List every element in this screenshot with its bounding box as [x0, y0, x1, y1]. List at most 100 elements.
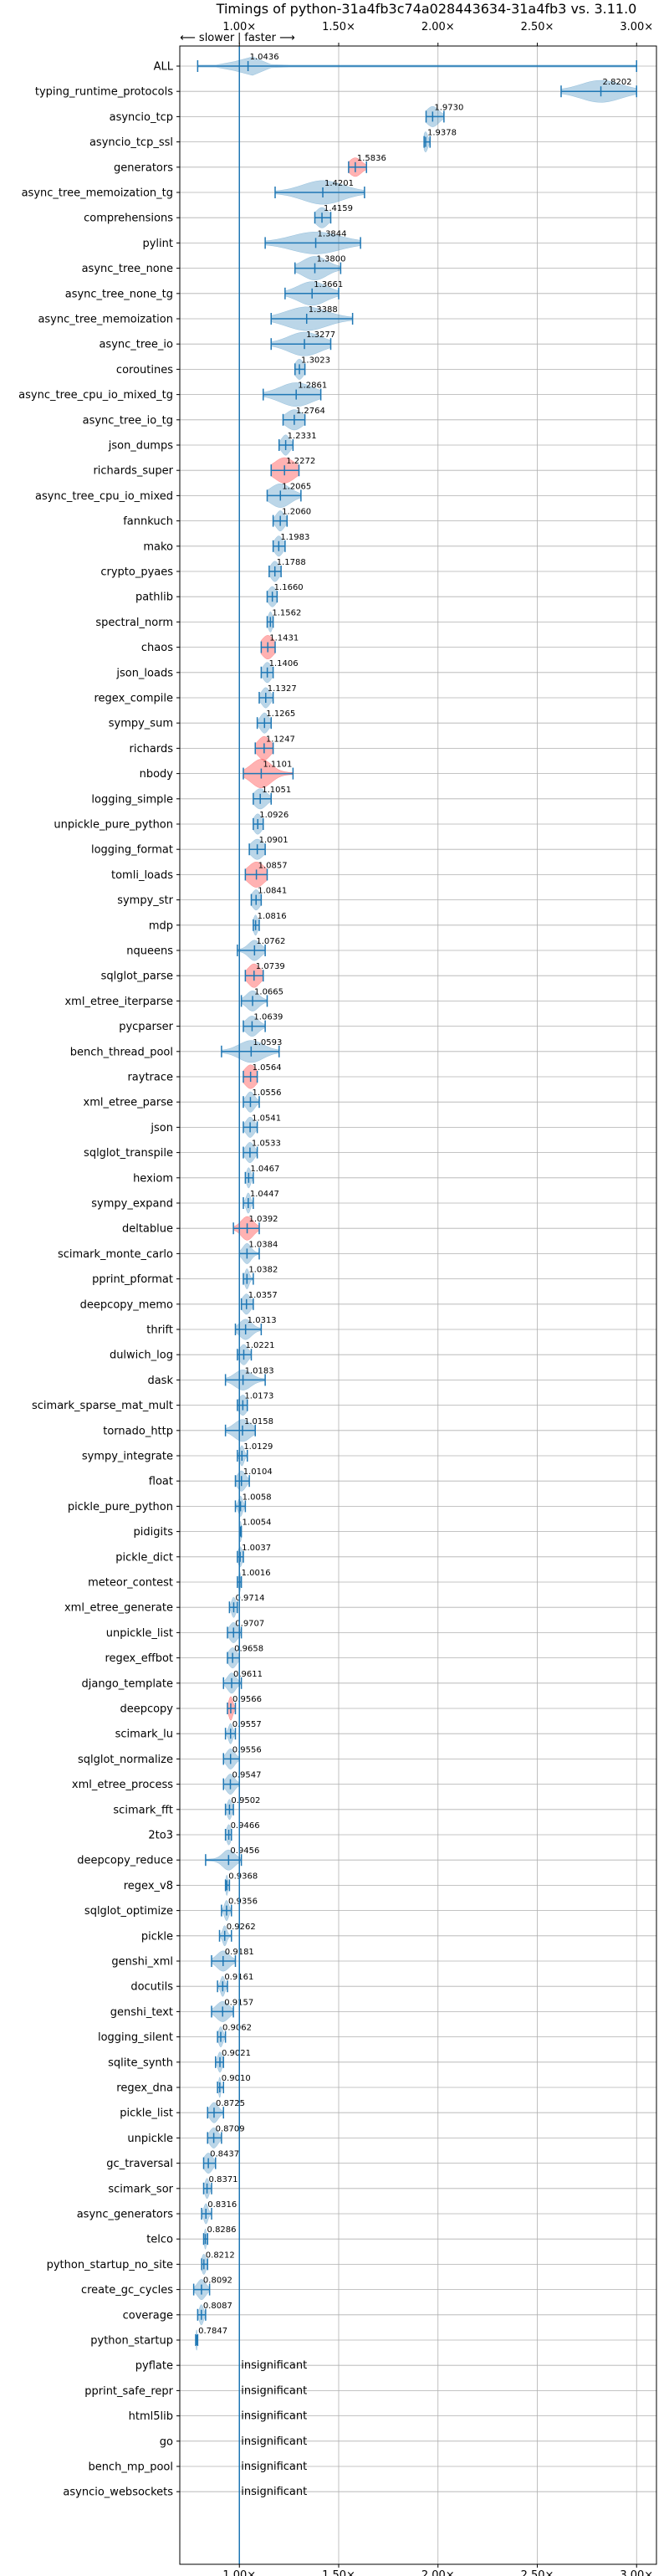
- value-annotation: 0.9021: [222, 2049, 251, 2058]
- benchmark-label: json: [150, 1122, 173, 1134]
- value-annotation: 1.0593: [253, 1038, 282, 1047]
- plot-frame: [179, 45, 657, 2565]
- benchmark-label: html5lib: [129, 2410, 173, 2423]
- value-annotation: 1.0037: [242, 1544, 271, 1553]
- benchmark-label: regex_compile: [94, 693, 173, 705]
- value-annotation: 0.9556: [232, 1745, 262, 1754]
- benchmark-label: regex_dna: [116, 2082, 173, 2095]
- x-tick-label-bottom: 3.00×: [620, 2569, 653, 2576]
- benchmark-label: crypto_pyaes: [100, 566, 173, 579]
- value-annotation: 1.9730: [434, 103, 463, 112]
- value-annotation: 1.4201: [324, 179, 354, 188]
- value-annotation: 1.3661: [314, 280, 343, 289]
- value-annotation: 0.9707: [235, 1619, 264, 1628]
- benchmark-label: float: [149, 1476, 173, 1488]
- value-annotation: 1.4159: [324, 204, 353, 213]
- benchmark-label: nqueens: [126, 945, 173, 958]
- benchmark-label: pprint_pformat: [92, 1273, 173, 1286]
- value-annotation: 1.0447: [250, 1190, 279, 1199]
- benchmark-label: deltablue: [122, 1223, 173, 1236]
- value-annotation: 1.0564: [253, 1063, 282, 1073]
- slower-label: ⟵ slower: [180, 32, 235, 44]
- benchmark-label: async_tree_none_tg: [65, 288, 173, 300]
- benchmark-label: meteor_contest: [88, 1577, 173, 1590]
- value-annotation: 1.2060: [282, 508, 311, 517]
- benchmark-label: telco: [146, 2234, 173, 2246]
- benchmark-label: async_generators: [77, 2209, 174, 2221]
- benchmark-label: sqlglot_parse: [101, 970, 173, 983]
- value-annotation: 1.1983: [280, 533, 309, 542]
- benchmark-label: pylint: [142, 238, 173, 250]
- value-annotation: 1.3023: [301, 356, 330, 365]
- benchmark-label: async_tree_memoization_tg: [22, 187, 173, 200]
- value-annotation: 1.2331: [288, 432, 317, 441]
- value-annotation: 1.0313: [248, 1316, 277, 1325]
- benchmark-label: sqlglot_transpile: [84, 1147, 173, 1160]
- benchmark-label: asyncio_websockets: [63, 2486, 173, 2499]
- value-annotation: 1.0016: [242, 1569, 271, 1578]
- value-annotation: 1.0841: [258, 887, 287, 896]
- x-tick-label-top: 1.00×: [222, 21, 256, 33]
- benchmark-label: xml_etree_iterparse: [64, 996, 173, 1008]
- insignificant-label: insignificant: [241, 2486, 307, 2498]
- benchmark-label: raytrace: [127, 1072, 173, 1084]
- value-annotation: 0.8437: [210, 2150, 239, 2159]
- value-annotation: 1.1051: [262, 786, 291, 795]
- value-annotation: 1.2764: [296, 407, 325, 416]
- value-annotation: 0.9262: [227, 1923, 256, 1932]
- value-annotation: 1.1247: [266, 735, 295, 744]
- value-annotation: 0.9611: [233, 1670, 263, 1679]
- benchmark-label: tomli_loads: [111, 869, 173, 882]
- benchmark-label: fannkuch: [123, 515, 173, 528]
- value-annotation: 1.1660: [274, 583, 304, 592]
- violin-layer: 1.0436 2.8202 1.9730 1.9378 1.5836 1.4201 1.41…: [192, 53, 637, 2498]
- benchmark-label: nbody: [140, 768, 174, 781]
- value-annotation: 0.8212: [206, 2251, 235, 2260]
- value-annotation: 0.8092: [203, 2276, 232, 2286]
- value-annotation: 1.2861: [298, 382, 327, 391]
- value-annotation: 1.3800: [317, 255, 346, 264]
- value-annotation: 1.2272: [286, 457, 315, 466]
- benchmark-label: sympy_sum: [109, 718, 173, 730]
- value-annotation: 1.5836: [357, 154, 386, 163]
- benchmark-label: xml_etree_generate: [64, 1602, 173, 1615]
- benchmark-label: async_tree_memoization: [38, 314, 173, 326]
- benchmark-label: regex_v8: [124, 1880, 173, 1892]
- benchmark-label: thrift: [146, 1324, 173, 1337]
- x-tick-label-bottom: 1.00×: [222, 2569, 256, 2576]
- value-annotation: 1.1562: [272, 608, 301, 617]
- value-annotation: 0.8286: [207, 2225, 237, 2235]
- benchmark-label: pickle: [141, 1930, 173, 1943]
- benchmark-label: deepcopy_reduce: [77, 1855, 173, 1867]
- benchmark-label: coverage: [123, 2309, 173, 2322]
- benchmark-label: bench_mp_pool: [88, 2461, 173, 2474]
- value-annotation: 1.0382: [248, 1266, 278, 1275]
- benchmark-label: scimark_sor: [108, 2183, 173, 2195]
- benchmark-label: richards: [130, 743, 174, 755]
- x-tick-label-bottom: 2.50×: [521, 2569, 554, 2576]
- axis-layer: 1.00× 1.50× 2.00× 2.50× 3.00× ⟵ slower | faster…: [176, 21, 653, 2576]
- benchmark-label: generators: [114, 161, 173, 174]
- x-tick-label-top: 3.00×: [620, 21, 653, 33]
- value-annotation: 1.3388: [309, 305, 338, 315]
- benchmark-label: dulwich_log: [110, 1349, 173, 1362]
- benchmark-label: async_tree_io_tg: [83, 414, 173, 427]
- benchmark-label: docutils: [130, 1981, 173, 1994]
- benchmark-label: pickle_dict: [115, 1551, 173, 1564]
- benchmark-label: dask: [147, 1375, 173, 1387]
- value-annotation: 0.9658: [234, 1645, 263, 1654]
- value-annotation: 0.8087: [203, 2302, 232, 2311]
- benchmark-label: ALL: [154, 61, 174, 74]
- value-annotation: 1.0129: [243, 1442, 273, 1452]
- value-annotation: 0.9368: [228, 1872, 258, 1881]
- value-annotation: 1.0436: [250, 53, 279, 62]
- benchmark-label: coroutines: [116, 364, 173, 376]
- value-annotation: 1.0357: [248, 1291, 278, 1300]
- value-annotation: 1.0556: [252, 1088, 281, 1098]
- benchmark-label: pickle_list: [120, 2107, 173, 2120]
- benchmark-label: typing_runtime_protocols: [35, 86, 173, 99]
- value-annotation: 1.1101: [263, 761, 292, 770]
- value-annotation: 1.1431: [269, 634, 299, 643]
